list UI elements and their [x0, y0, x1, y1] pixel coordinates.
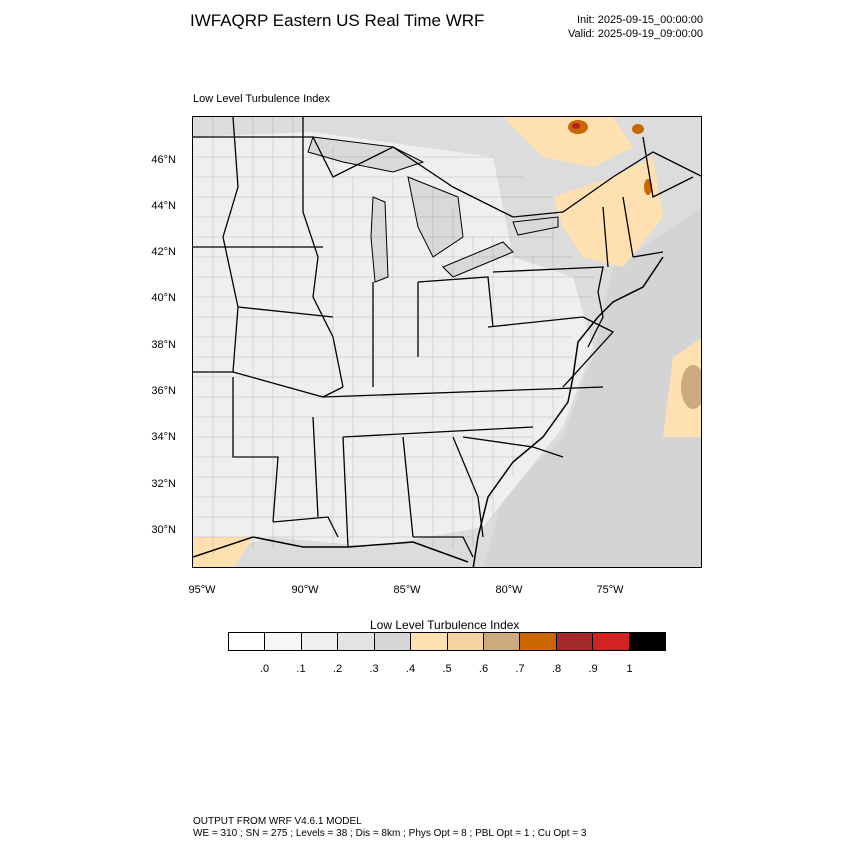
lon-label-95: 95°W	[188, 584, 216, 596]
colorbar-box	[520, 633, 557, 650]
colorbar-tick-label: .9	[588, 663, 598, 675]
colorbar-tick-label: .4	[405, 663, 416, 675]
atlantic-coastline	[472, 256, 664, 567]
canada-high-turb-2	[632, 124, 644, 134]
county-grid	[193, 117, 593, 557]
colorbar-box	[447, 633, 484, 650]
lon-label-85: 85°W	[393, 584, 421, 596]
turbulence-map	[193, 117, 701, 567]
lon-label-90: 90°W	[291, 584, 319, 596]
colorbar-tick-label: .6	[478, 663, 489, 675]
new-england-turbulence-zone	[553, 157, 663, 267]
footer-model-line: OUTPUT FROM WRF V4.6.1 MODEL	[193, 816, 362, 827]
colorbar-box	[229, 633, 266, 650]
lat-label-36: 36°N	[151, 385, 176, 397]
colorbar	[228, 632, 666, 651]
lat-label-30: 30°N	[151, 524, 176, 536]
map-panel	[192, 116, 702, 568]
colorbar-box	[374, 633, 412, 650]
lon-label-80: 80°W	[495, 584, 523, 596]
lat-label-46: 46°N	[151, 154, 176, 166]
lat-label-32: 32°N	[151, 478, 176, 490]
colorbar-title: Low Level Turbulence Index	[370, 618, 520, 632]
lat-label-34: 34°N	[151, 431, 176, 443]
colorbar-tick-label: .5	[442, 663, 452, 675]
colorbar-box	[411, 633, 448, 650]
lon-label-75: 75°W	[596, 584, 624, 596]
colorbar-box	[556, 633, 594, 650]
colorbar-box	[629, 633, 666, 650]
colorbar-tick-label: .3	[369, 663, 379, 675]
colorbar-box	[301, 633, 339, 650]
colorbar-box	[593, 633, 630, 650]
map-subtitle: Low Level Turbulence Index	[193, 93, 330, 105]
colorbar-tick-label: .7	[515, 663, 525, 675]
lat-label-42: 42°N	[151, 246, 176, 258]
offshore-peak	[681, 365, 701, 409]
valid-time: Valid: 2025-09-19_09:00:00	[568, 28, 703, 40]
lake-ontario	[512, 216, 559, 236]
colorbar-tick-label: .2	[332, 663, 343, 675]
maine-high-turb	[644, 179, 652, 195]
footer-config-line: WE = 310 ; SN = 275 ; Levels = 38 ; Dis …	[193, 828, 587, 839]
lake-michigan	[370, 196, 389, 283]
init-valid-times: Init: 2025-09-15_00:00:00 Valid: 2025-09…	[568, 13, 703, 41]
colorbar-tick-label: .8	[551, 663, 562, 675]
colorbar-tick-label: 1	[626, 663, 633, 675]
colorbar-box	[338, 633, 375, 650]
colorbar-box	[265, 633, 302, 650]
canada-turbulence-zone	[503, 117, 633, 167]
lat-label-44: 44°N	[151, 200, 176, 212]
canada-peak-turb-1	[572, 123, 580, 129]
init-time: Init: 2025-09-15_00:00:00	[577, 14, 703, 26]
colorbar-tick-label: .0	[259, 663, 270, 675]
main-title: IWFAQRP Eastern US Real Time WRF	[190, 11, 485, 30]
gulf-coastline	[193, 536, 469, 563]
lat-label-38: 38°N	[151, 339, 176, 351]
colorbar-box	[483, 633, 521, 650]
footer: OUTPUT FROM WRF V4.6.1 MODEL WE = 310 ; …	[193, 816, 586, 840]
lake-erie	[442, 241, 514, 278]
gulf-turbulence-zone	[193, 537, 253, 567]
lat-label-40: 40°N	[151, 292, 176, 304]
colorbar-tick-label: .1	[296, 663, 306, 675]
